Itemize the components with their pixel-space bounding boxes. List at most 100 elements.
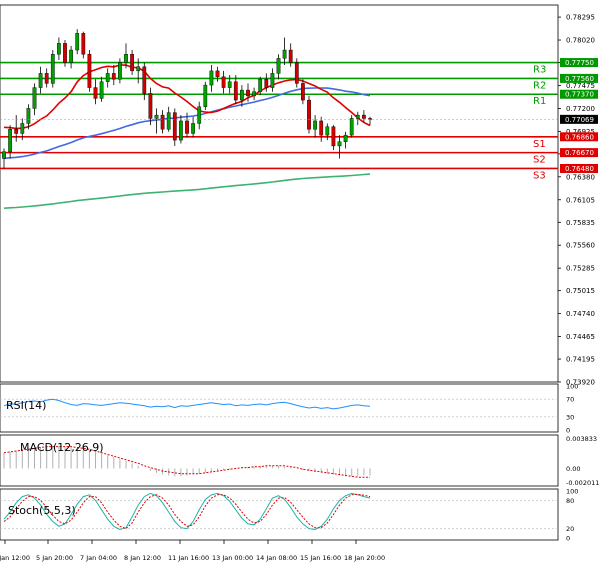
rsi-panel-frame (0, 383, 559, 433)
time-tick-label: 4 Jan 12:00 (0, 554, 30, 562)
time-axis: 4 Jan 12:00 5 Jan 20:00 7 Jan 04:00 8 Jan 1… (0, 540, 385, 562)
candle-body (105, 73, 110, 82)
candle-body (2, 151, 6, 159)
candle-body (93, 87, 98, 99)
candle-body (282, 49, 287, 59)
candle-body (331, 126, 336, 147)
stoch-tick-label: 0 (566, 535, 570, 543)
macd-tick-label: 0.00 (566, 465, 580, 473)
stoch-tick-label: 80 (566, 497, 574, 505)
candle-body (294, 62, 299, 84)
time-tick-label: 5 Jan 20:00 (36, 554, 73, 562)
macd-title: MACD(12,26,9) (20, 441, 104, 454)
candle-body (203, 84, 208, 107)
rsi-line (3, 398, 371, 410)
candle-body (148, 93, 153, 119)
price-tick-label: 0.77475 (566, 82, 595, 90)
price-tick-label: 0.76380 (566, 173, 595, 181)
candle-body (38, 73, 43, 88)
candle-body (75, 33, 80, 51)
price-tick-label: 0.76925 (566, 128, 595, 136)
candle-body (215, 70, 220, 77)
macd-tick-label: 0.003833 (566, 435, 597, 443)
price-tick-label: 0.78295 (566, 14, 595, 22)
candle-body (81, 33, 86, 55)
candle-body (227, 81, 232, 88)
price-tick-label: 0.74195 (566, 356, 595, 364)
level-price-label-r1: 0.77370 (565, 91, 594, 99)
price-tick-label: 0.78020 (566, 37, 595, 45)
candle-body (87, 54, 92, 88)
macd-panel: 0.003833 0.00 -0.002011 MACD(12,26,9) (0, 434, 599, 487)
candle-body (252, 91, 256, 97)
candle-body (355, 114, 360, 119)
candle-body (240, 89, 244, 101)
time-tick-label: 7 Jan 04:00 (80, 554, 117, 562)
price-tick-label: 0.75015 (566, 287, 595, 295)
level-name-s1: S1 (533, 139, 546, 150)
stoch-tick-label: 100 (566, 488, 578, 496)
time-tick-label: 18 Jan 20:00 (344, 554, 385, 562)
level-price-label-s2: 0.76670 (565, 149, 594, 157)
ma-slow-line (3, 173, 371, 209)
price-tick-label: 0.76105 (566, 196, 595, 204)
stoch-title: Stoch(5,5,3) (8, 504, 76, 517)
rsi-tick-label: 0 (566, 427, 570, 435)
price-tick-label: 0.73920 (566, 379, 595, 387)
current-price-label: 0.77069 (565, 116, 594, 124)
candle-body (8, 129, 12, 152)
candle-body (136, 66, 141, 72)
candle-body (209, 70, 214, 86)
price-tick-label: 0.75835 (566, 219, 595, 227)
candle-body (191, 123, 195, 134)
candle-body (343, 134, 348, 142)
current-price-box (560, 114, 598, 124)
candle-body (154, 114, 159, 119)
candle-body (57, 43, 61, 55)
candle-body (124, 54, 128, 63)
price-tick-label: 0.74740 (566, 310, 595, 318)
price-panel: 0.78295 0.78020 0.77750 0.77475 0.77200 0.769… (0, 4, 598, 387)
candle-body (166, 112, 171, 130)
level-price-box-r3 (560, 58, 598, 68)
level-name-r1: R1 (533, 96, 546, 107)
rsi-tick-label: 100 (566, 383, 578, 391)
rsi-panel: 100 70 30 0 RSI(14) (0, 383, 578, 435)
candle-body (362, 114, 366, 119)
rsi-tick-label: 70 (566, 396, 574, 404)
candle-body (349, 118, 354, 136)
candle-body (221, 76, 226, 88)
price-tick-label: 0.77200 (566, 105, 595, 113)
stoch-main-line (3, 492, 371, 531)
candle-body (160, 114, 165, 130)
candle-body (276, 58, 281, 74)
candle-body (14, 129, 19, 134)
candle-body (301, 83, 305, 101)
ma-fast-line (3, 64, 371, 130)
candle-body (185, 120, 189, 134)
level-price-box-r1 (560, 89, 598, 99)
level-name-s2: S2 (533, 155, 546, 166)
rsi-tick-label: 30 (566, 413, 574, 421)
candle-body (50, 54, 55, 84)
candle-body (307, 99, 311, 130)
rsi-title: RSI(14) (6, 399, 46, 412)
level-price-box-s2 (560, 148, 598, 158)
candle-body (20, 123, 25, 134)
candle-body (313, 120, 317, 130)
level-price-box-r2 (560, 73, 598, 83)
candle-body (319, 120, 324, 136)
level-price-box-s1 (560, 132, 598, 142)
price-panel-frame (0, 4, 559, 383)
candle-body (69, 49, 73, 63)
candle-body (26, 108, 31, 124)
stoch-tick-label: 20 (566, 525, 574, 533)
price-tick-label: 0.75285 (566, 265, 595, 273)
candle-body (337, 141, 342, 147)
time-tick-label: 8 Jan 12:00 (124, 554, 161, 562)
candle-body (118, 62, 122, 80)
level-name-r2: R2 (533, 80, 546, 91)
candle-body (142, 66, 147, 94)
